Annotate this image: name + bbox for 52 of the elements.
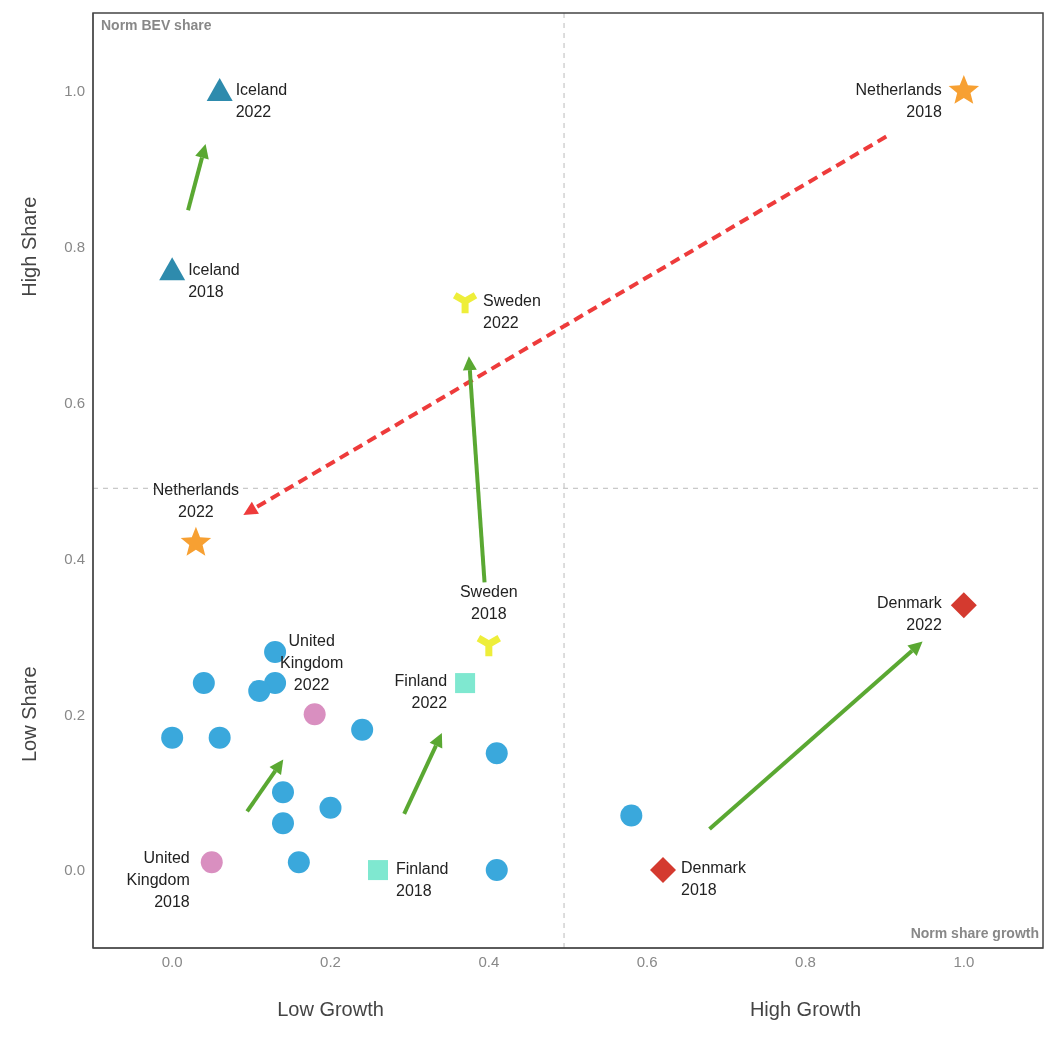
x-tick-label: 0.0 xyxy=(161,952,183,970)
annotation: Finland 2022 xyxy=(394,672,448,712)
point xyxy=(248,679,271,702)
annotation: Netherlands 2022 xyxy=(152,480,240,520)
point xyxy=(287,851,310,874)
point xyxy=(948,74,980,104)
annotation: Denmark 2018 xyxy=(681,859,747,899)
point xyxy=(159,257,186,281)
point xyxy=(272,812,294,835)
annotation: Sweden 2018 xyxy=(459,583,518,623)
point xyxy=(485,859,508,882)
y-tick-label: 0.8 xyxy=(64,238,85,256)
text: Low Growth xyxy=(277,998,384,1020)
x-tick-label: 0.8 xyxy=(795,952,816,970)
y-tick-label: 0.4 xyxy=(64,549,85,567)
y-tick-label: 0.2 xyxy=(64,705,85,723)
x-axis-title: Norm share growth xyxy=(910,925,1039,941)
point xyxy=(192,672,215,695)
y-tick-label: 1.0 xyxy=(64,82,85,100)
point xyxy=(485,742,508,765)
point xyxy=(208,726,231,749)
text: High Share xyxy=(18,196,40,297)
text: Low Share xyxy=(18,666,40,763)
point xyxy=(368,860,388,881)
point xyxy=(200,851,223,874)
point xyxy=(950,592,977,619)
annotation: United Kingdom 2018 xyxy=(126,849,190,911)
annotation: Denmark 2022 xyxy=(876,594,943,634)
x-tick-label: 0.4 xyxy=(478,952,500,970)
y-axis-title: Norm BEV share xyxy=(101,17,212,33)
annotation: Iceland 2022 xyxy=(235,80,288,120)
x-tick-label: 0.6 xyxy=(636,952,658,970)
annotation: Netherlands 2018 xyxy=(855,80,942,120)
annotation: Sweden 2022 xyxy=(483,292,541,332)
x-tick-label: 0.2 xyxy=(320,952,341,970)
point xyxy=(351,718,374,741)
y-tick-label: 0.0 xyxy=(64,861,85,879)
point xyxy=(180,526,212,556)
point xyxy=(620,804,643,827)
point xyxy=(206,77,233,101)
point xyxy=(319,796,342,819)
point xyxy=(161,726,184,749)
annotation: United Kingdom 2022 xyxy=(280,632,344,694)
point xyxy=(455,673,476,694)
x-tick-label: 1.0 xyxy=(953,952,975,970)
point xyxy=(303,703,326,726)
point xyxy=(272,781,294,804)
y-tick-label: 0.6 xyxy=(64,393,85,411)
annotation: Iceland 2018 xyxy=(188,261,240,301)
point xyxy=(650,857,676,884)
text: High Growth xyxy=(749,998,862,1020)
annotation: Finland 2018 xyxy=(396,860,449,900)
